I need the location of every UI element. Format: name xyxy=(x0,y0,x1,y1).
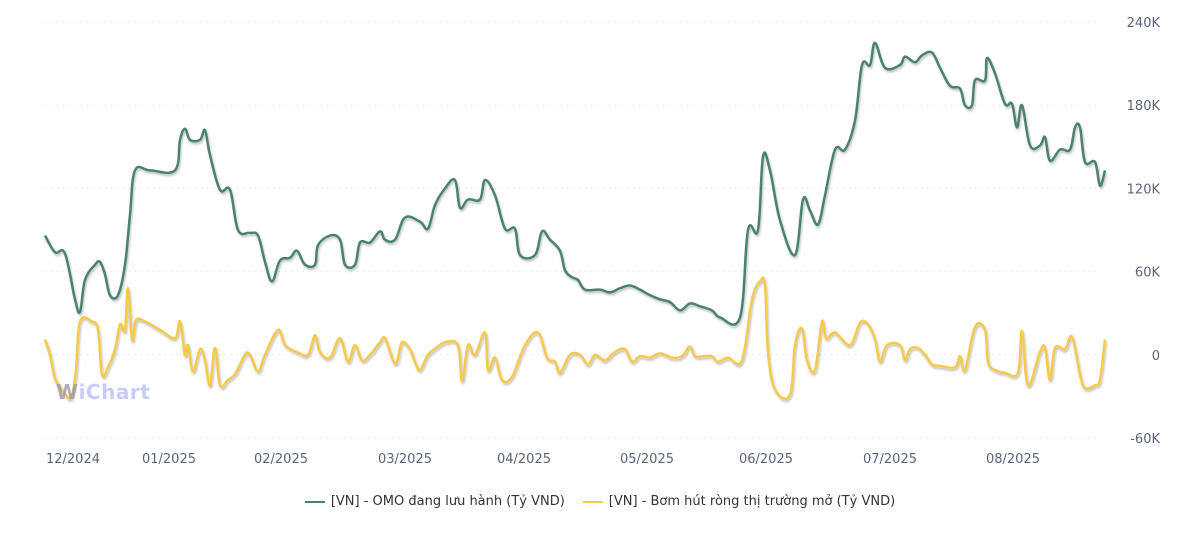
x-tick-label: 04/2025 xyxy=(497,452,551,467)
y-axis: 240K 180K 120K 60K 0 -60K xyxy=(1127,16,1161,447)
series-line-omo[interactable] xyxy=(43,41,1107,326)
x-tick-label: 03/2025 xyxy=(378,452,432,467)
y-tick-label: 120K xyxy=(1127,182,1161,197)
y-tick-label: -60K xyxy=(1130,432,1160,447)
wichart-watermark-logo: WiChart xyxy=(56,380,151,404)
x-tick-label: 07/2025 xyxy=(863,452,917,467)
x-tick-label: 02/2025 xyxy=(254,452,308,467)
legend-item-omo[interactable]: [VN] - OMO đang lưu hành (Tỷ VND) xyxy=(304,494,565,509)
legend-item-net-injection[interactable]: [VN] - Bơm hút ròng thị trường mở (Tỷ VN… xyxy=(582,494,896,509)
x-tick-label: 06/2025 xyxy=(739,452,793,467)
x-tick-label: 08/2025 xyxy=(986,452,1040,467)
series-lines xyxy=(43,41,1107,401)
x-tick-label: 01/2025 xyxy=(142,452,196,467)
y-tick-label: 60K xyxy=(1135,266,1161,281)
legend: [VN] - OMO đang lưu hành (Tỷ VND) [VN] -… xyxy=(0,494,1200,509)
gridlines xyxy=(45,21,1100,439)
x-axis: 12/2024 01/2025 02/2025 03/2025 04/2025 05/20… xyxy=(46,452,1040,467)
x-tick-label: 05/2025 xyxy=(620,452,674,467)
x-tick-label: 12/2024 xyxy=(46,452,100,467)
legend-swatch-net-injection xyxy=(582,500,603,503)
y-tick-label: 0 xyxy=(1152,349,1160,364)
legend-swatch-omo xyxy=(304,500,325,503)
y-tick-label: 240K xyxy=(1127,16,1161,31)
series-line-net-injection[interactable] xyxy=(43,276,1107,401)
y-tick-label: 180K xyxy=(1127,99,1161,114)
legend-label-net-injection: [VN] - Bơm hút ròng thị trường mở (Tỷ VN… xyxy=(608,494,896,509)
legend-label-omo: [VN] - OMO đang lưu hành (Tỷ VND) xyxy=(330,494,565,509)
